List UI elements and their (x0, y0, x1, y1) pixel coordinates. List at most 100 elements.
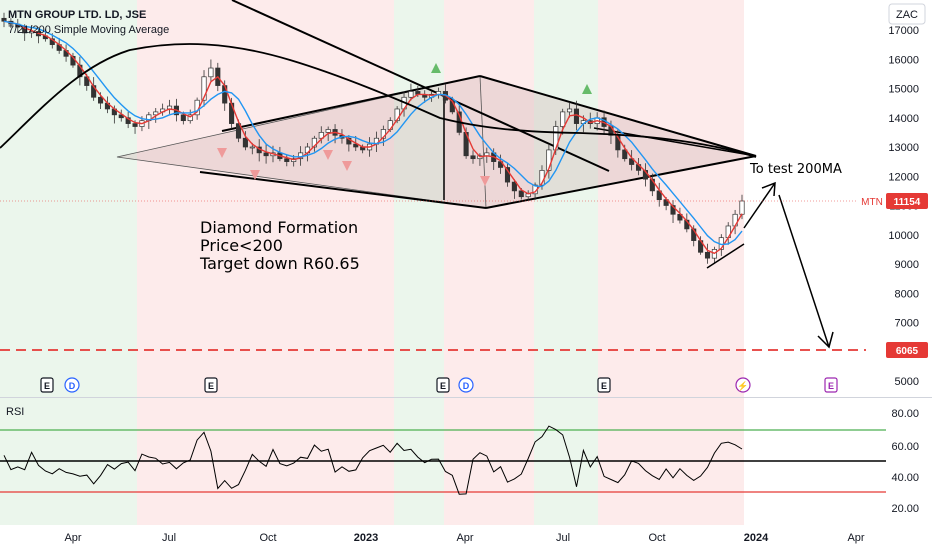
last-price-symbol: MTN (861, 197, 883, 208)
price-tick-label: 8000 (895, 288, 919, 300)
candle-body (704, 251, 711, 259)
event-marker (824, 377, 838, 393)
down-arrow (778, 194, 830, 348)
price-tick-label: 5000 (895, 376, 919, 388)
up-arrow-head (761, 181, 776, 197)
event-marker (204, 377, 218, 393)
price-tick-label: 14000 (888, 113, 919, 125)
rsi-tick-label: 60.00 (891, 441, 919, 453)
event-marker (40, 377, 54, 393)
candle-body (98, 96, 104, 104)
candle-body (132, 123, 138, 127)
candle-body (208, 67, 214, 78)
buy-triangle (582, 84, 592, 94)
rsi-axis: 80.00 60.00 40.00 20.00 (891, 408, 919, 515)
last-price-box (886, 193, 928, 209)
event-marker (597, 377, 611, 393)
event-marker-label: E (440, 381, 446, 391)
candle-body (518, 190, 524, 198)
rsi-tick-label: 20.00 (891, 503, 919, 515)
price-tick-label: 16000 (888, 54, 919, 66)
bg-red-zone (598, 0, 744, 397)
price-tick-label: 15000 (888, 84, 919, 96)
rsi-tick-label: 80.00 (891, 408, 919, 420)
time-tick-label: Apr (847, 532, 864, 544)
buy-triangle (431, 63, 441, 73)
candle-body (180, 114, 186, 122)
candle-body (353, 143, 359, 148)
time-tick-label: Apr (64, 532, 81, 544)
candle-body (201, 76, 207, 101)
ma-200-line (0, 43, 757, 158)
price-tick-label: 7000 (895, 318, 919, 330)
last-price-value: 11154 (894, 197, 921, 208)
candle-body (263, 152, 269, 157)
pattern-label: Diamond Formation (200, 218, 358, 237)
sell-triangle (342, 161, 352, 171)
price-tick-label: 9000 (895, 259, 919, 271)
ma-21-line (3, 20, 743, 246)
time-tick-label: Jul (556, 532, 570, 544)
time-tick-label: Jul (162, 532, 176, 544)
event-marker (458, 377, 474, 393)
candle-body (560, 111, 566, 127)
condition-label: Price<200 (200, 236, 283, 255)
event-marker-label: ⚡ (737, 380, 748, 392)
sell-triangle (250, 170, 260, 180)
candle-body (249, 146, 255, 149)
target-label: Target down R60.65 (199, 254, 360, 273)
sell-triangle (323, 150, 333, 160)
last-price-tag: MTN 11154 (0, 193, 928, 209)
sell-triangle (480, 176, 490, 186)
candle-body (118, 114, 124, 119)
candle-body (22, 26, 28, 34)
candle-body (622, 149, 628, 160)
candle-body (470, 155, 476, 160)
currency-label: ZAC (896, 9, 918, 21)
moving-average-lines (3, 20, 743, 255)
candle-body (284, 158, 290, 162)
event-marker-label: D (69, 381, 76, 391)
indicator-legend: 7/21/200 Simple Moving Average (8, 24, 169, 36)
test-ma-label: To test 200MA (749, 162, 842, 177)
price-tick-label: 12000 (888, 171, 919, 183)
candle-body (408, 91, 414, 98)
candle-body (318, 132, 324, 139)
time-axis: Apr Jul Oct 2023 Apr Jul Oct 2024 Apr (64, 532, 864, 544)
chart-title: MTN GROUP LTD. LD, JSE (8, 9, 146, 21)
event-marker-label: E (44, 381, 50, 391)
bg-red-zone (444, 0, 534, 397)
rsi-line (3, 425, 743, 495)
price-tick-label: 10000 (888, 230, 919, 242)
rsi-label: RSI (6, 406, 24, 418)
currency-box[interactable] (888, 3, 926, 25)
candle-body (739, 200, 745, 215)
time-tick-label: Oct (648, 532, 665, 544)
price-tick-label: 13000 (888, 142, 919, 154)
candle-body (1, 17, 7, 22)
time-tick-label: Oct (259, 532, 276, 544)
last-price-symbol-box (858, 193, 886, 209)
target-price-tag: 6065 (886, 342, 928, 358)
event-marker (64, 377, 80, 393)
event-marker-label: E (601, 381, 607, 391)
event-marker-label: E (828, 381, 834, 391)
time-tick-label: 2024 (744, 532, 769, 544)
event-marker (735, 377, 751, 393)
event-marker-label: D (463, 381, 470, 391)
event-marker (436, 377, 450, 393)
candle-body (242, 137, 248, 148)
candle-body (153, 111, 159, 116)
candle-body (546, 149, 552, 171)
target-price-value: 6065 (896, 346, 919, 357)
time-tick-label: Apr (456, 532, 473, 544)
time-tick-label: 2023 (354, 532, 378, 544)
bg-green-zone (0, 0, 137, 397)
candle-body (573, 108, 580, 124)
diamond-upper-left-trend (221, 75, 481, 132)
candle-body (325, 129, 331, 133)
diamond-pattern (116, 0, 757, 209)
sell-triangle (217, 148, 227, 158)
projection-arrows (706, 181, 834, 349)
